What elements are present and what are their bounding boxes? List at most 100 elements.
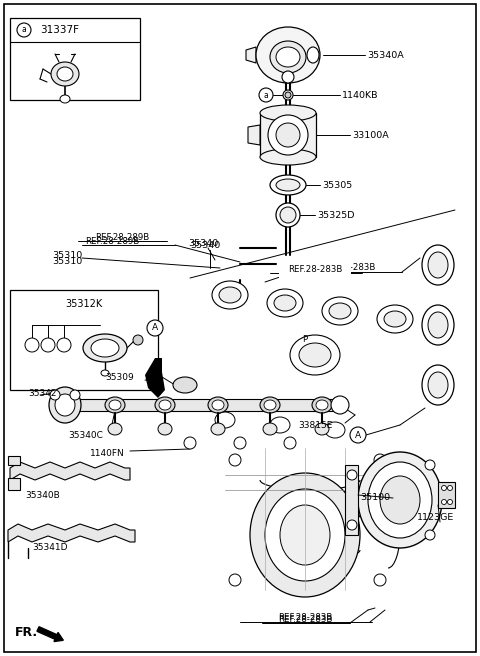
Circle shape: [25, 338, 39, 352]
Text: 35312K: 35312K: [65, 299, 103, 309]
Ellipse shape: [105, 397, 125, 413]
Polygon shape: [215, 448, 395, 605]
Ellipse shape: [264, 400, 276, 410]
Ellipse shape: [380, 476, 420, 524]
Ellipse shape: [234, 437, 246, 449]
Circle shape: [41, 338, 55, 352]
Text: a: a: [22, 26, 26, 35]
Ellipse shape: [260, 105, 316, 121]
Text: 33815E: 33815E: [298, 420, 332, 430]
Circle shape: [425, 460, 435, 470]
Text: 31337F: 31337F: [40, 25, 80, 35]
Polygon shape: [246, 47, 256, 63]
Circle shape: [447, 499, 453, 504]
Circle shape: [229, 454, 241, 466]
Ellipse shape: [184, 437, 196, 449]
Ellipse shape: [325, 422, 345, 438]
Text: 33100A: 33100A: [352, 131, 389, 140]
Ellipse shape: [284, 437, 296, 449]
Ellipse shape: [265, 489, 345, 581]
Ellipse shape: [158, 423, 172, 435]
Ellipse shape: [211, 423, 225, 435]
Ellipse shape: [280, 505, 330, 565]
Ellipse shape: [268, 115, 308, 155]
Ellipse shape: [285, 92, 291, 98]
Circle shape: [442, 485, 446, 491]
Ellipse shape: [50, 390, 60, 400]
Polygon shape: [438, 482, 455, 508]
Ellipse shape: [108, 423, 122, 435]
Ellipse shape: [55, 394, 75, 416]
Ellipse shape: [428, 312, 448, 338]
Ellipse shape: [260, 397, 280, 413]
Text: P: P: [302, 335, 308, 344]
Text: FR.: FR.: [15, 626, 38, 638]
Polygon shape: [8, 524, 135, 542]
Text: 35305: 35305: [322, 180, 352, 190]
Text: 35342: 35342: [28, 388, 57, 398]
Text: 35325D: 35325D: [317, 211, 355, 220]
Ellipse shape: [91, 339, 119, 357]
Text: 35309: 35309: [105, 373, 134, 382]
Text: REF.28-283B: REF.28-283B: [321, 264, 375, 272]
Ellipse shape: [57, 67, 73, 81]
Circle shape: [147, 320, 163, 336]
Ellipse shape: [173, 377, 197, 393]
Ellipse shape: [422, 305, 454, 345]
Text: A: A: [355, 430, 361, 440]
Text: REF.28-283B: REF.28-283B: [278, 615, 332, 625]
Ellipse shape: [316, 400, 328, 410]
Ellipse shape: [256, 27, 320, 83]
Ellipse shape: [270, 417, 290, 433]
Ellipse shape: [384, 311, 406, 327]
Polygon shape: [8, 456, 20, 465]
Ellipse shape: [260, 149, 316, 165]
Ellipse shape: [358, 452, 442, 548]
Ellipse shape: [290, 335, 340, 375]
Ellipse shape: [276, 47, 300, 67]
Polygon shape: [72, 399, 340, 411]
Ellipse shape: [312, 397, 332, 413]
Ellipse shape: [219, 287, 241, 303]
Text: 35340A: 35340A: [367, 51, 404, 60]
Ellipse shape: [276, 123, 300, 147]
Ellipse shape: [274, 295, 296, 311]
Ellipse shape: [368, 462, 432, 538]
Text: REF.28-289B: REF.28-289B: [95, 234, 149, 243]
Circle shape: [347, 520, 357, 530]
Ellipse shape: [270, 41, 306, 73]
Bar: [10, 290, 158, 390]
Polygon shape: [8, 478, 20, 490]
Text: 35310: 35310: [52, 251, 82, 260]
Text: 35341D: 35341D: [32, 544, 68, 552]
Ellipse shape: [155, 397, 175, 413]
Text: 1140FN: 1140FN: [90, 449, 125, 457]
Ellipse shape: [428, 372, 448, 398]
Ellipse shape: [280, 207, 296, 223]
Polygon shape: [248, 125, 260, 145]
Text: a: a: [264, 91, 268, 100]
Ellipse shape: [49, 387, 81, 423]
Ellipse shape: [159, 400, 171, 410]
Ellipse shape: [315, 423, 329, 435]
Polygon shape: [190, 200, 462, 448]
Bar: [10, 18, 140, 100]
Text: 35340C: 35340C: [68, 430, 103, 440]
Ellipse shape: [276, 203, 300, 227]
Ellipse shape: [322, 297, 358, 325]
Ellipse shape: [263, 423, 277, 435]
Text: 35340: 35340: [190, 241, 220, 251]
Text: 35340: 35340: [188, 239, 218, 249]
Ellipse shape: [109, 400, 121, 410]
Text: 35340B: 35340B: [25, 491, 60, 499]
Ellipse shape: [282, 71, 294, 83]
Ellipse shape: [212, 281, 248, 309]
Polygon shape: [145, 358, 165, 398]
Text: A: A: [152, 323, 158, 333]
Circle shape: [229, 574, 241, 586]
Circle shape: [347, 470, 357, 480]
Text: REF.28-283B: REF.28-283B: [288, 266, 342, 274]
Text: REF.28-283B: REF.28-283B: [278, 613, 332, 623]
Circle shape: [350, 427, 366, 443]
Text: 1123GE: 1123GE: [417, 514, 454, 522]
